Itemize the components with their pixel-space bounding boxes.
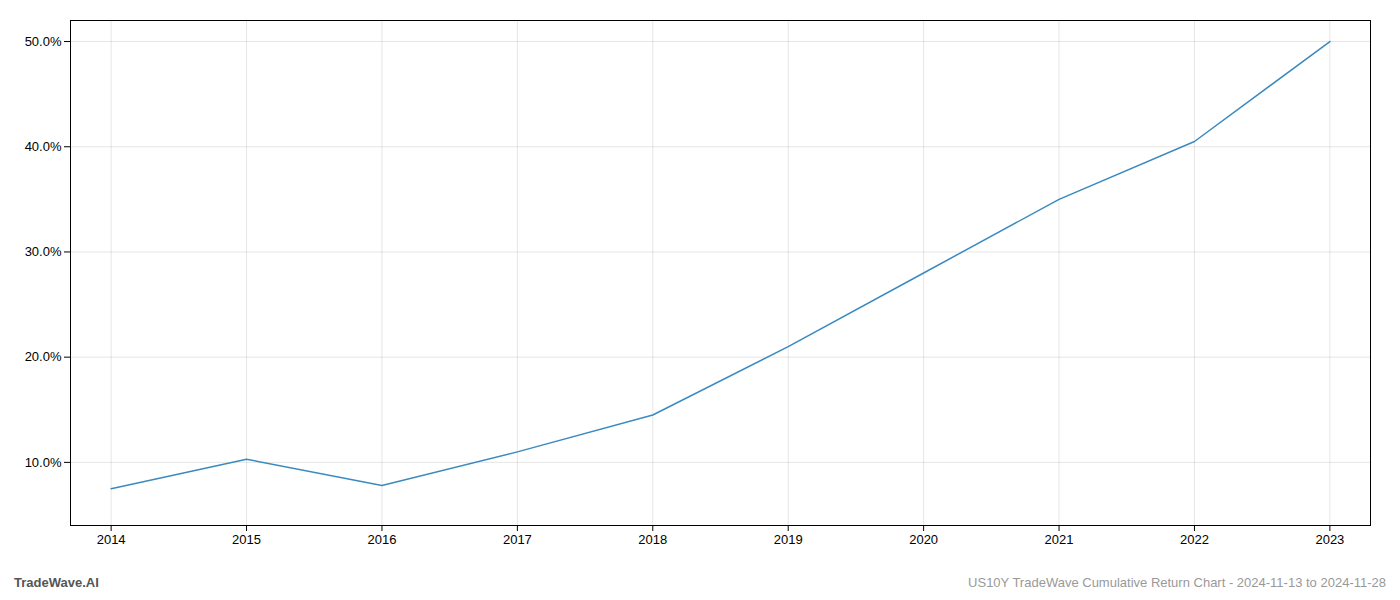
svg-text:2020: 2020 xyxy=(909,532,938,547)
svg-text:40.0%: 40.0% xyxy=(25,139,62,154)
svg-text:10.0%: 10.0% xyxy=(25,455,62,470)
svg-text:2021: 2021 xyxy=(1045,532,1074,547)
html-text:TradeWave.AI: TradeWave.AI xyxy=(14,574,99,590)
svg-text:2022: 2022 xyxy=(1180,532,1209,547)
svg-text:20.0%: 20.0% xyxy=(25,349,62,364)
svg-text:30.0%: 30.0% xyxy=(25,244,62,259)
html-text:US10Y TradeWave Cumulative Ret: US10Y TradeWave Cumulative Return Chart … xyxy=(968,574,1386,590)
svg-text:2023: 2023 xyxy=(1315,532,1344,547)
svg-text:50.0%: 50.0% xyxy=(25,34,62,49)
svg-text:2015: 2015 xyxy=(232,532,261,547)
svg-text:2016: 2016 xyxy=(367,532,396,547)
svg-text:2018: 2018 xyxy=(638,532,667,547)
svg-text:2017: 2017 xyxy=(503,532,532,547)
svg-text:2014: 2014 xyxy=(97,532,126,547)
svg-text:2019: 2019 xyxy=(774,532,803,547)
